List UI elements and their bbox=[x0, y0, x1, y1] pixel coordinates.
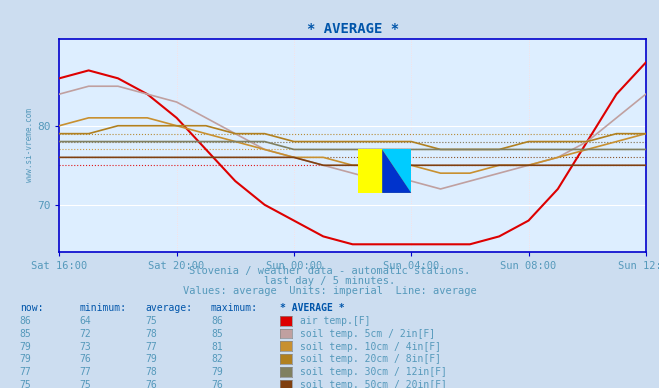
Text: 76: 76 bbox=[79, 354, 91, 364]
Text: Values: average  Units: imperial  Line: average: Values: average Units: imperial Line: av… bbox=[183, 286, 476, 296]
Text: soil temp. 20cm / 8in[F]: soil temp. 20cm / 8in[F] bbox=[300, 354, 441, 364]
Text: 75: 75 bbox=[79, 380, 91, 388]
Text: 86: 86 bbox=[211, 316, 223, 326]
Text: 77: 77 bbox=[145, 341, 157, 352]
Text: Slovenia / weather data - automatic stations.: Slovenia / weather data - automatic stat… bbox=[189, 265, 470, 275]
Text: average:: average: bbox=[145, 303, 192, 313]
Text: * AVERAGE *: * AVERAGE * bbox=[280, 303, 345, 313]
Text: 78: 78 bbox=[145, 367, 157, 377]
Title: * AVERAGE *: * AVERAGE * bbox=[306, 22, 399, 36]
Text: 75: 75 bbox=[145, 316, 157, 326]
Text: soil temp. 10cm / 4in[F]: soil temp. 10cm / 4in[F] bbox=[300, 341, 441, 352]
Text: soil temp. 30cm / 12in[F]: soil temp. 30cm / 12in[F] bbox=[300, 367, 447, 377]
Text: 75: 75 bbox=[20, 380, 32, 388]
Text: 78: 78 bbox=[145, 329, 157, 339]
Bar bbox=[358, 149, 411, 193]
Text: 79: 79 bbox=[20, 341, 32, 352]
Text: 76: 76 bbox=[145, 380, 157, 388]
Text: 85: 85 bbox=[211, 329, 223, 339]
Text: 79: 79 bbox=[145, 354, 157, 364]
Text: 76: 76 bbox=[211, 380, 223, 388]
Text: soil temp. 5cm / 2in[F]: soil temp. 5cm / 2in[F] bbox=[300, 329, 435, 339]
Text: 72: 72 bbox=[79, 329, 91, 339]
Text: minimum:: minimum: bbox=[79, 303, 126, 313]
Text: 79: 79 bbox=[20, 354, 32, 364]
Text: 77: 77 bbox=[20, 367, 32, 377]
Text: air temp.[F]: air temp.[F] bbox=[300, 316, 370, 326]
Text: 64: 64 bbox=[79, 316, 91, 326]
Text: 85: 85 bbox=[20, 329, 32, 339]
Polygon shape bbox=[382, 149, 411, 193]
Text: 77: 77 bbox=[79, 367, 91, 377]
Y-axis label: www.si-vreme.com: www.si-vreme.com bbox=[25, 109, 34, 182]
Text: 86: 86 bbox=[20, 316, 32, 326]
Text: 82: 82 bbox=[211, 354, 223, 364]
Text: soil temp. 50cm / 20in[F]: soil temp. 50cm / 20in[F] bbox=[300, 380, 447, 388]
Text: 73: 73 bbox=[79, 341, 91, 352]
Text: maximum:: maximum: bbox=[211, 303, 258, 313]
Text: last day / 5 minutes.: last day / 5 minutes. bbox=[264, 276, 395, 286]
Text: now:: now: bbox=[20, 303, 43, 313]
Text: 81: 81 bbox=[211, 341, 223, 352]
Polygon shape bbox=[382, 149, 411, 193]
Text: 79: 79 bbox=[211, 367, 223, 377]
